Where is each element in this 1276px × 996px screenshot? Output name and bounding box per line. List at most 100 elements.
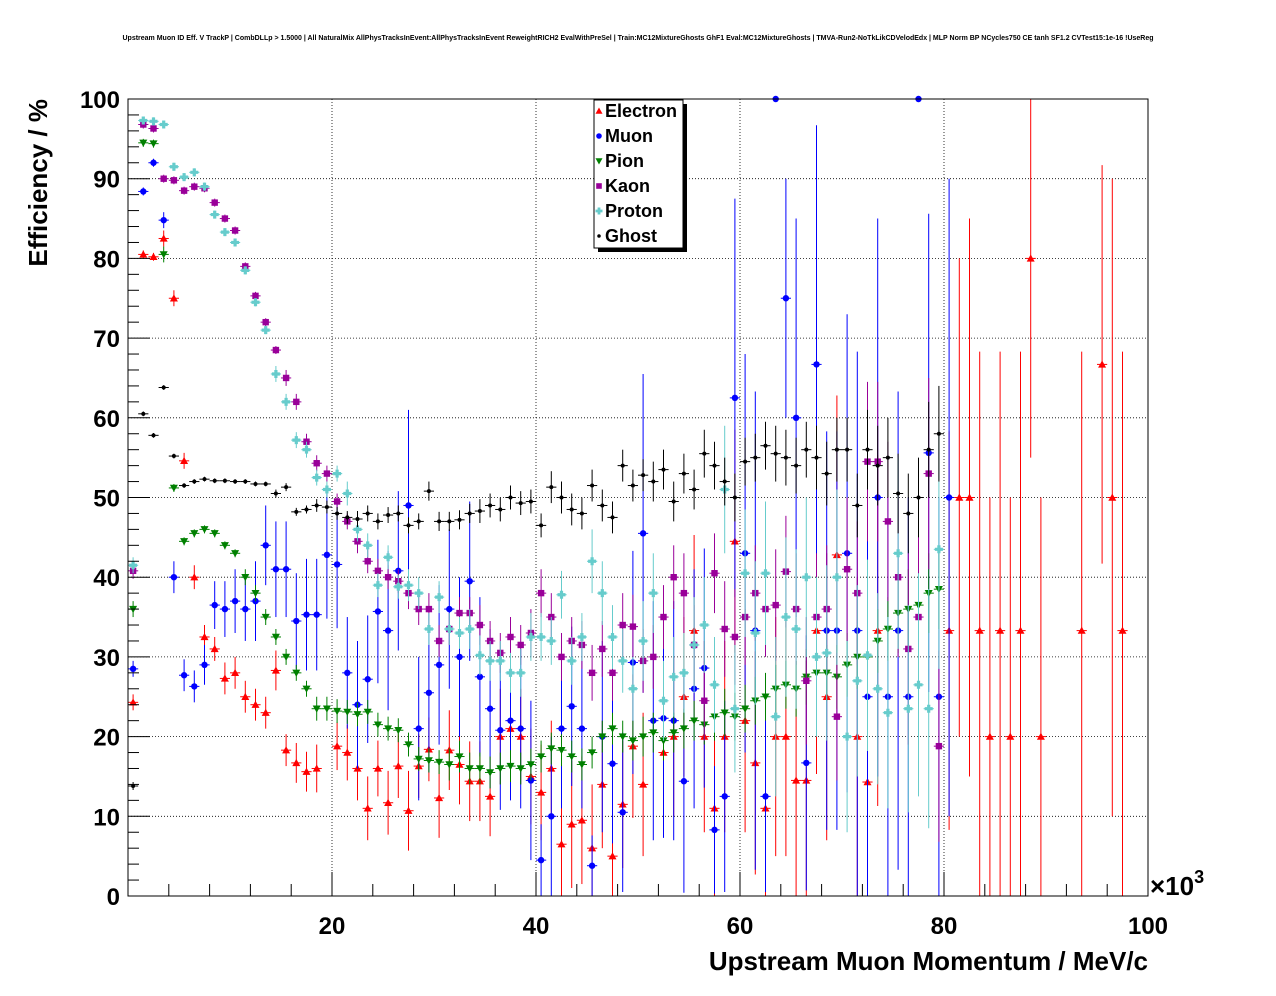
ghost-point xyxy=(617,449,628,482)
muon-marker xyxy=(282,566,290,573)
muon-marker xyxy=(415,725,422,732)
proton-point xyxy=(250,298,261,307)
ghost-marker xyxy=(528,499,533,504)
electron-point xyxy=(189,565,200,590)
proton-marker xyxy=(883,708,892,717)
ghost-point xyxy=(352,511,363,527)
legend-box xyxy=(593,99,684,249)
ghost-point xyxy=(413,513,424,530)
pion-marker xyxy=(322,705,331,713)
muon-marker xyxy=(731,394,739,402)
electron-point xyxy=(250,688,261,721)
pion-marker xyxy=(149,140,158,148)
kaon-point xyxy=(434,625,445,657)
pion-marker xyxy=(169,484,178,492)
electron-marker xyxy=(220,674,229,682)
ghost-point xyxy=(219,478,230,484)
kaon-marker xyxy=(374,567,382,575)
electron-marker xyxy=(1016,626,1025,634)
pion-point xyxy=(505,750,516,783)
pion-point xyxy=(495,752,506,785)
x-multiplier-base: ×10 xyxy=(1150,871,1194,901)
electron-marker xyxy=(373,764,382,772)
muon-marker xyxy=(231,597,239,605)
ghost-point xyxy=(862,409,873,490)
proton-point xyxy=(393,574,404,599)
electron-marker xyxy=(1098,360,1107,368)
muon-point xyxy=(944,178,955,817)
electron-marker xyxy=(169,294,178,302)
pion-marker xyxy=(598,733,607,741)
electron-point xyxy=(209,636,220,661)
proton-marker xyxy=(139,116,148,125)
kaon-point xyxy=(587,644,598,701)
ghost-marker xyxy=(702,451,707,456)
muon-point xyxy=(148,158,159,167)
pion-point xyxy=(209,529,220,538)
electron-point xyxy=(291,742,302,783)
proton-point xyxy=(362,533,373,558)
proton-marker xyxy=(669,672,678,681)
pion-marker xyxy=(312,705,321,713)
ghost-point xyxy=(627,469,638,502)
ghost-marker xyxy=(263,481,268,486)
ghost-marker xyxy=(753,455,758,460)
proton-point xyxy=(627,656,638,721)
proton-marker xyxy=(537,632,546,641)
muon-marker xyxy=(609,760,616,767)
kaon-marker xyxy=(772,601,779,609)
pion-marker xyxy=(516,765,525,773)
proton-marker xyxy=(618,656,627,665)
ghost-point xyxy=(199,476,210,482)
legend-item-pion: Pion xyxy=(595,151,644,171)
ghost-marker xyxy=(661,467,666,472)
muon-point xyxy=(576,648,587,809)
pion-point xyxy=(464,752,475,785)
electron-point xyxy=(1076,351,1087,896)
muon-marker xyxy=(680,778,688,785)
kaon-point xyxy=(678,553,689,633)
ghost-marker xyxy=(253,481,258,486)
proton-marker xyxy=(220,228,229,237)
proton-point xyxy=(189,168,200,177)
proton-point xyxy=(740,509,751,637)
muon-marker xyxy=(803,759,810,767)
proton-marker xyxy=(679,668,688,677)
proton-marker xyxy=(751,628,760,637)
muon-marker xyxy=(813,361,820,368)
proton-marker xyxy=(445,625,454,634)
electron-point xyxy=(1025,99,1036,458)
pion-point xyxy=(515,752,526,785)
ghost-point xyxy=(658,449,669,490)
pion-marker xyxy=(159,251,168,259)
pion-point xyxy=(566,740,577,773)
ghost-point xyxy=(505,485,516,510)
muon-marker xyxy=(364,676,371,683)
proton-marker xyxy=(802,573,811,582)
ghost-point xyxy=(678,453,689,494)
ghost-point xyxy=(536,513,547,538)
kaon-marker xyxy=(333,498,341,505)
ghost-marker xyxy=(151,433,156,438)
electron-point xyxy=(1107,178,1118,817)
ghost-point xyxy=(423,481,434,501)
proton-point xyxy=(240,266,251,275)
electron-point xyxy=(128,694,139,711)
proton-point xyxy=(332,465,343,482)
electron-marker xyxy=(139,250,148,258)
ghost-point xyxy=(525,489,536,514)
kaon-point xyxy=(189,182,200,191)
ghost-point xyxy=(607,501,618,534)
proton-marker xyxy=(149,117,158,126)
ghost-marker xyxy=(243,479,248,484)
ghost-marker xyxy=(794,463,799,468)
kaon-marker xyxy=(843,566,851,573)
muon-marker xyxy=(548,813,555,820)
pion-point xyxy=(260,609,271,626)
electron-marker xyxy=(282,746,291,754)
y-tick-label: 10 xyxy=(93,804,120,831)
x-tick-label: 100 xyxy=(1128,913,1168,940)
ghost-marker xyxy=(926,447,931,452)
muon-marker xyxy=(517,725,524,732)
kaon-point xyxy=(719,581,730,677)
